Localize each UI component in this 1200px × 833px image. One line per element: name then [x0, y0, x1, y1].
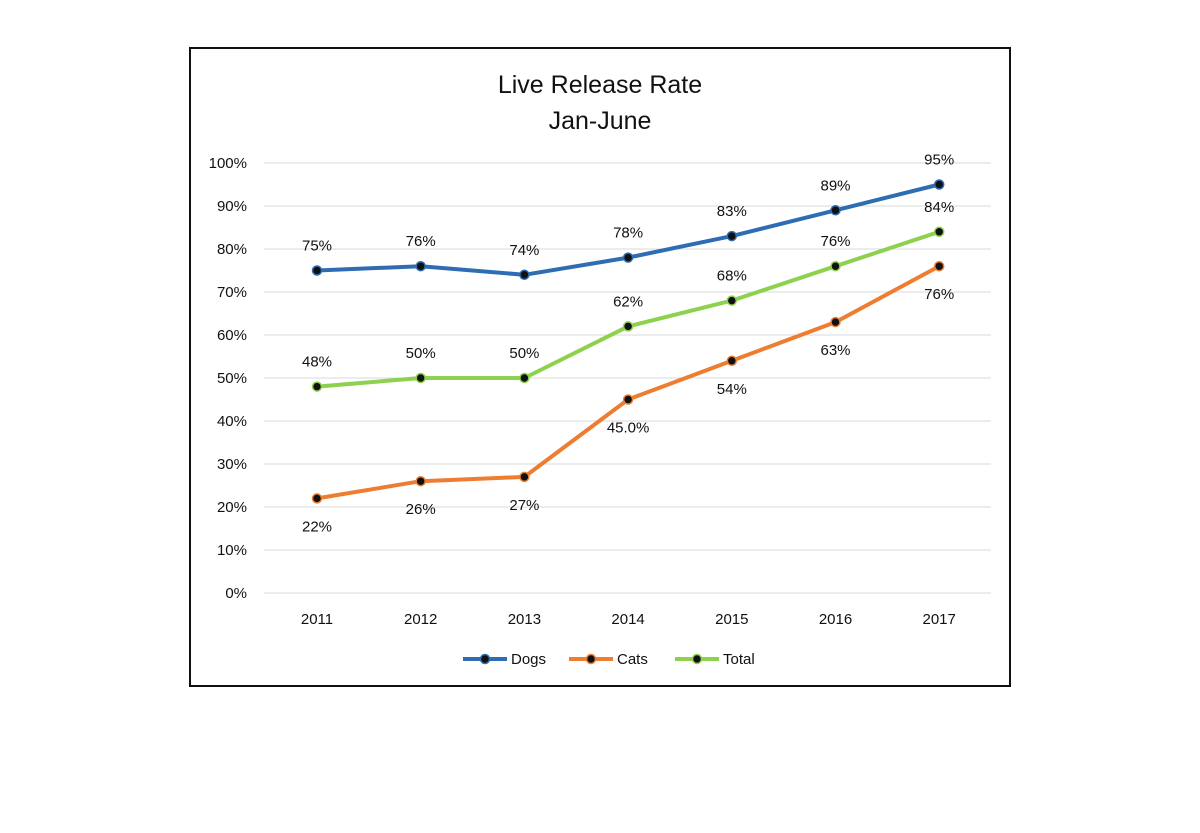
data-label-cats: 26%: [406, 501, 436, 518]
y-axis-ticks: 0% 10% 20% 30% 40% 50% 60% 70% 80% 90% 100%: [209, 155, 247, 602]
data-point-cats: [622, 394, 634, 405]
data-label-total: 84%: [924, 199, 954, 216]
y-tick-label: 10%: [217, 542, 247, 559]
x-tick-label: 2012: [404, 611, 437, 628]
x-tick-label: 2015: [715, 611, 748, 628]
legend-label-total: Total: [723, 651, 755, 668]
data-point-dogs: [415, 260, 426, 272]
data-label-dogs: 75%: [302, 238, 332, 255]
chart-title: Live Release Rate Jan-June: [498, 71, 702, 135]
data-point-total: [622, 321, 634, 332]
chart-title-line-1: Live Release Rate: [498, 71, 702, 99]
data-label-total: 50%: [509, 345, 539, 362]
y-tick-label: 90%: [217, 198, 247, 215]
x-tick-label: 2016: [819, 611, 852, 628]
data-label-cats: 22%: [302, 518, 332, 535]
data-label-total: 62%: [613, 293, 643, 310]
data-label-cats: 45.0%: [607, 420, 650, 437]
y-tick-label: 0%: [225, 585, 247, 602]
y-tick-label: 30%: [217, 456, 247, 473]
data-point-total: [311, 381, 323, 392]
data-label-dogs: 76%: [406, 233, 436, 250]
data-labels-layer: 75% 76% 74% 78% 83% 89% 95% 22% 26% 27% 45.0% 54% 63…: [302, 152, 954, 536]
data-point-dogs: [519, 269, 530, 281]
y-tick-label: 70%: [217, 284, 247, 301]
y-tick-label: 50%: [217, 370, 247, 387]
x-tick-label: 2017: [923, 611, 956, 628]
data-point-dogs: [311, 265, 323, 276]
data-label-dogs: 78%: [613, 225, 643, 242]
y-tick-label: 100%: [209, 155, 247, 172]
data-point-total: [519, 372, 530, 384]
legend-marker-total: [691, 653, 703, 665]
data-point-total: [415, 372, 426, 384]
data-point-cats: [311, 493, 323, 504]
data-point-cats: [519, 471, 530, 483]
data-point-cats: [830, 316, 841, 328]
data-point-dogs: [830, 205, 841, 216]
y-tick-label: 60%: [217, 327, 247, 344]
data-point-dogs: [726, 230, 738, 242]
x-axis-ticks: 2011 2012 2013 2014 2015 2016 2017: [301, 611, 956, 628]
data-point-total: [830, 260, 841, 272]
data-point-cats: [415, 475, 426, 487]
data-label-dogs: 83%: [717, 203, 747, 220]
data-label-dogs: 74%: [509, 242, 539, 259]
data-label-cats: 76%: [924, 286, 954, 303]
chart-frame: Live Release Rate Jan-June 0% 10% 20% 30% 40…: [189, 47, 1011, 687]
gridlines: [264, 162, 991, 594]
data-label-total: 76%: [820, 233, 850, 250]
x-tick-label: 2013: [508, 611, 541, 628]
legend-marker-dogs: [479, 653, 491, 665]
data-point-dogs: [622, 252, 634, 263]
legend-label-dogs: Dogs: [511, 651, 546, 668]
legend-label-cats: Cats: [617, 651, 648, 668]
data-label-cats: 54%: [717, 381, 747, 398]
data-point-total: [726, 295, 738, 306]
data-label-total: 50%: [406, 345, 436, 362]
data-label-cats: 27%: [509, 497, 539, 514]
data-point-cats: [933, 260, 945, 272]
chart-title-line-2: Jan-June: [549, 107, 652, 135]
x-tick-label: 2011: [301, 611, 333, 628]
data-label-dogs: 89%: [820, 177, 850, 194]
y-tick-label: 20%: [217, 499, 247, 516]
data-label-total: 48%: [302, 354, 332, 371]
y-tick-label: 40%: [217, 413, 247, 430]
data-label-dogs: 95%: [924, 152, 954, 169]
legend: Dogs Cats Total: [463, 651, 755, 668]
data-point-cats: [726, 355, 738, 367]
data-point-total: [933, 226, 945, 238]
data-point-dogs: [933, 179, 945, 190]
data-label-cats: 63%: [820, 342, 850, 359]
y-tick-label: 80%: [217, 241, 247, 258]
x-tick-label: 2014: [611, 611, 644, 628]
line-chart: Live Release Rate Jan-June 0% 10% 20% 30% 40…: [209, 71, 991, 668]
data-label-total: 68%: [717, 268, 747, 285]
series-layer: [311, 179, 945, 504]
legend-marker-cats: [585, 653, 597, 665]
